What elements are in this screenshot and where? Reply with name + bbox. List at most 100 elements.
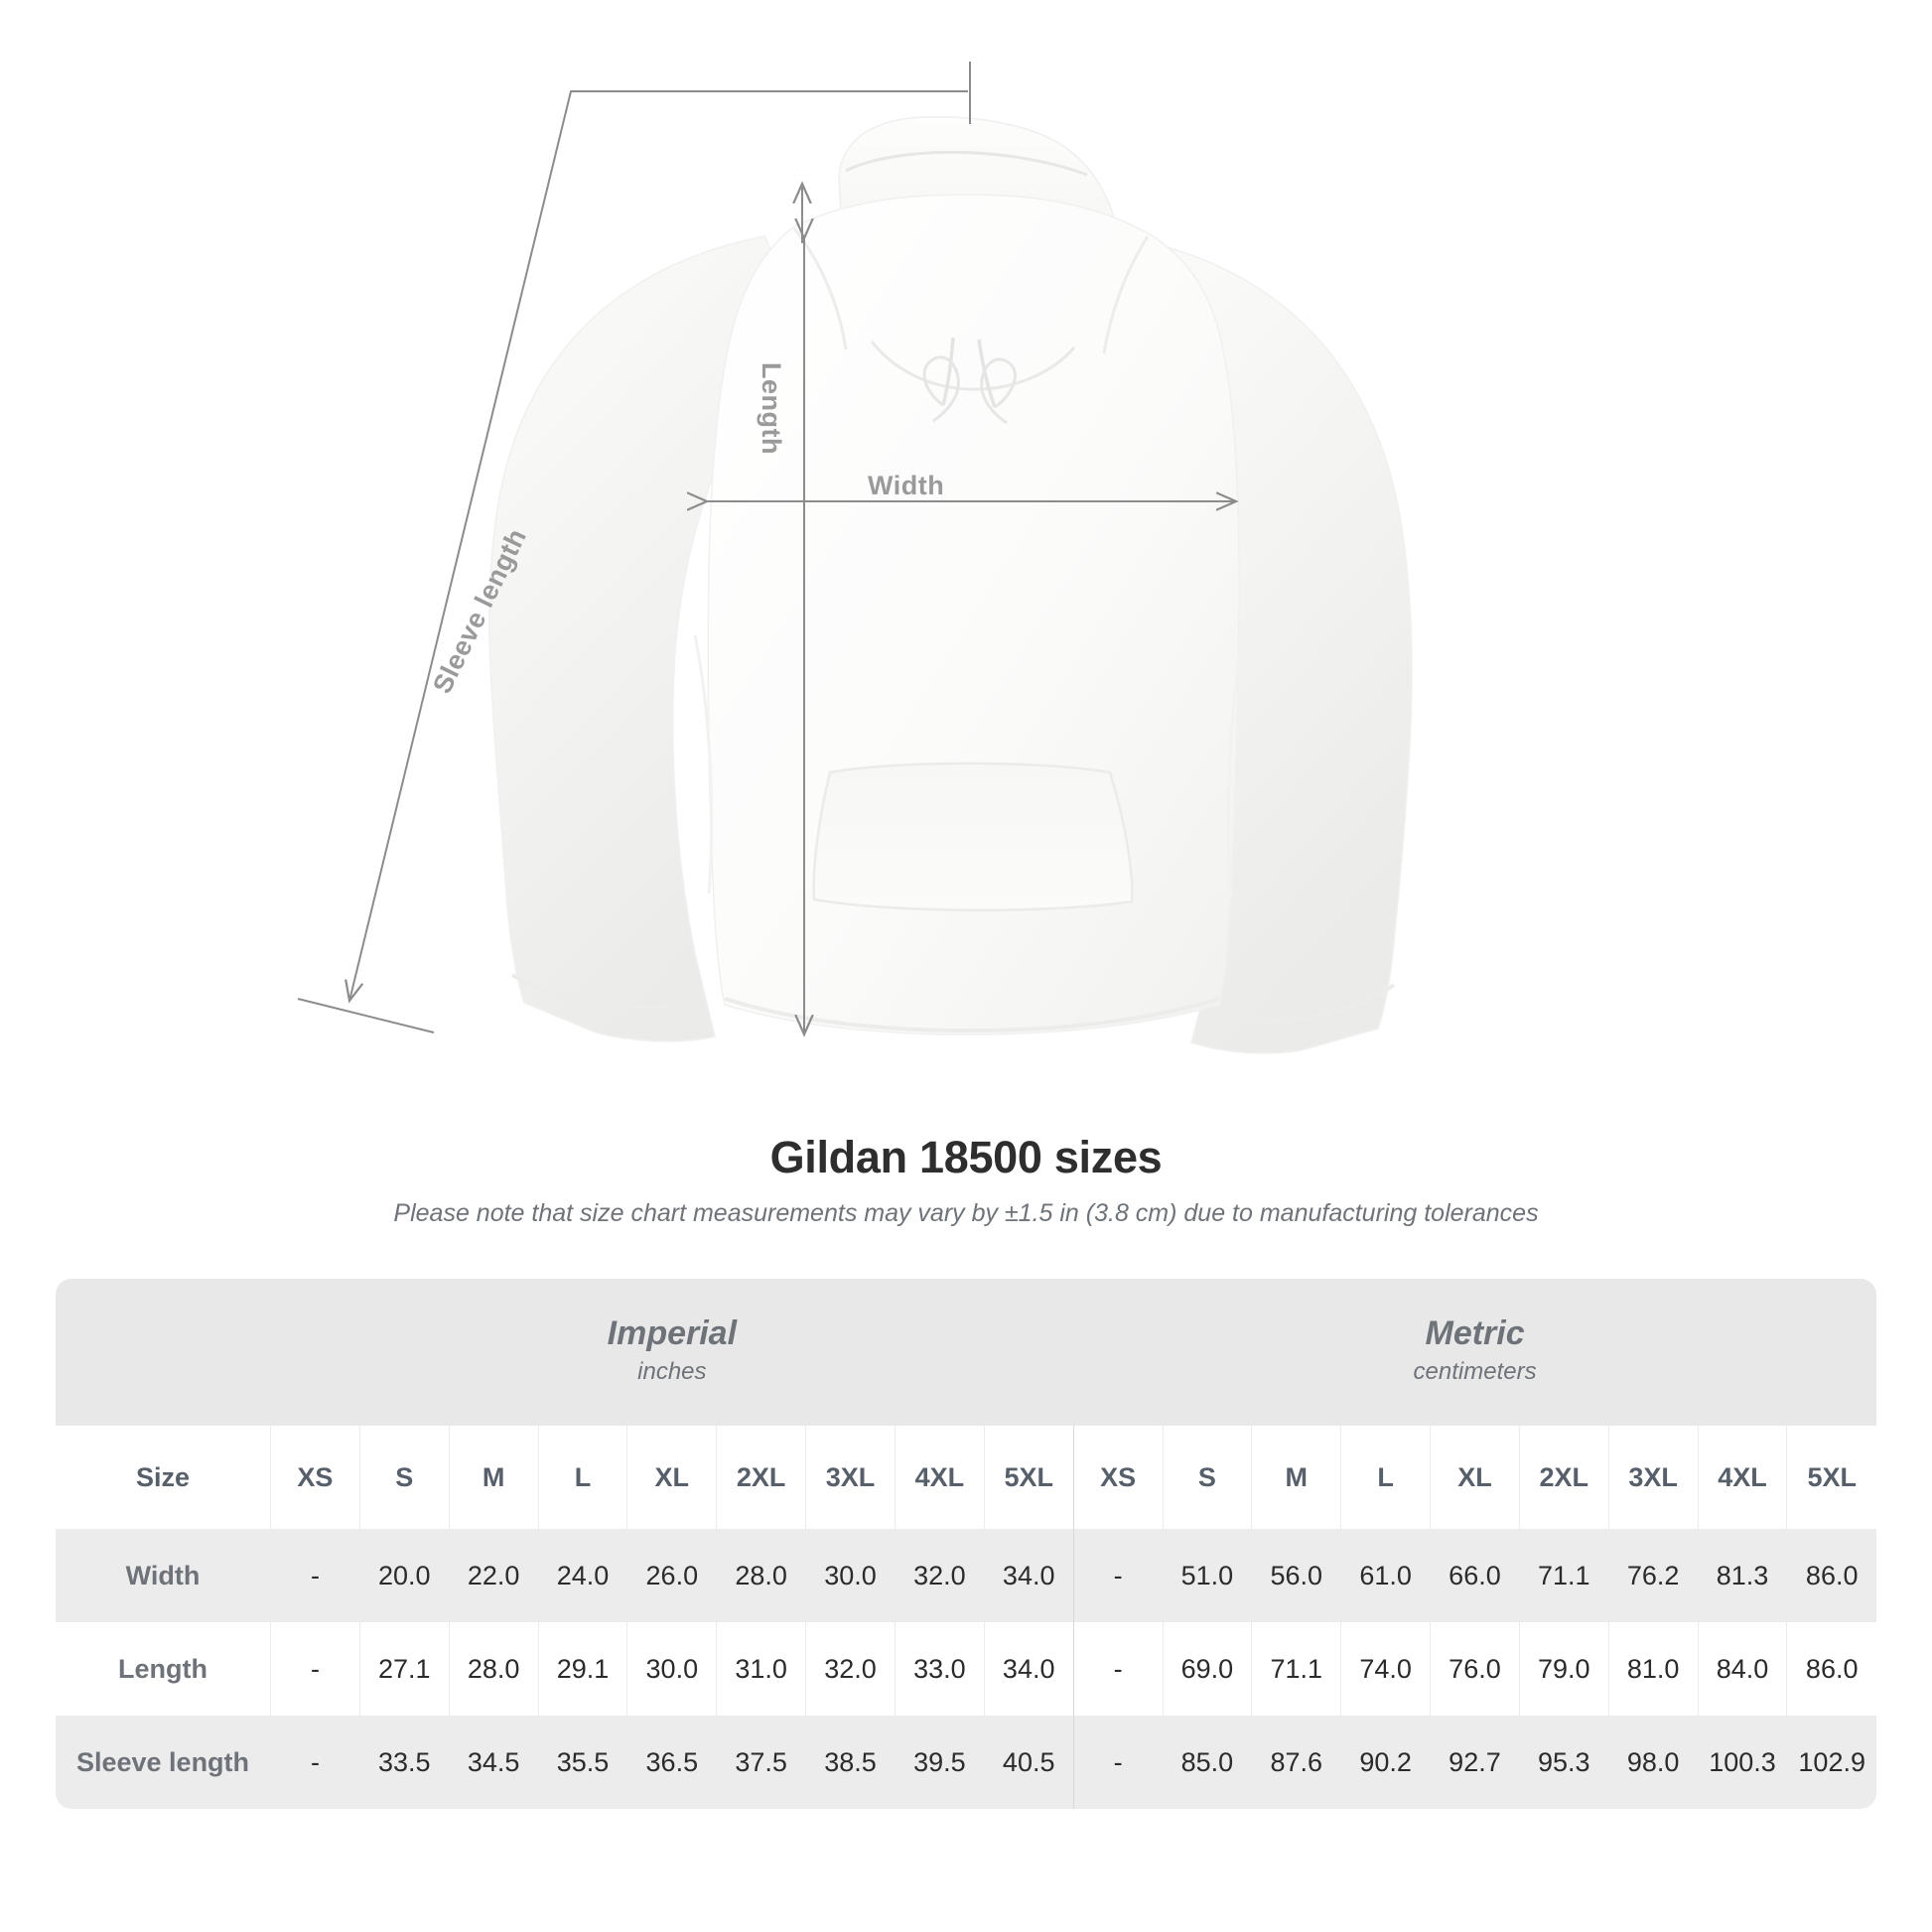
hoodie-garment — [488, 116, 1413, 1054]
width-label: Width — [868, 471, 945, 500]
size-col-4xl-metric: 4XL — [1697, 1426, 1787, 1529]
cell-sleeve-imperial-m: 34.5 — [448, 1716, 539, 1809]
table-row: Length - 27.1 28.0 29.1 30.0 31.0 32.0 3… — [56, 1622, 1876, 1716]
size-col-xs-imperial: XS — [270, 1426, 360, 1529]
cell-length-imperial-5xl: 34.0 — [983, 1622, 1074, 1716]
garment-diagram: Length Width Sleeve length — [297, 62, 1413, 1054]
cell-length-imperial-2xl: 31.0 — [716, 1622, 806, 1716]
cell-width-imperial-3xl: 30.0 — [805, 1529, 896, 1622]
size-col-3xl-metric: 3XL — [1607, 1426, 1699, 1529]
cell-width-metric-4xl: 81.3 — [1697, 1529, 1787, 1622]
cell-sleeve-metric-4xl: 100.3 — [1697, 1716, 1787, 1809]
cell-width-metric-xs: - — [1072, 1529, 1163, 1622]
size-col-5xl-metric: 5XL — [1786, 1426, 1876, 1529]
cell-sleeve-metric-5xl: 102.9 — [1786, 1716, 1876, 1809]
cell-width-metric-2xl: 71.1 — [1518, 1529, 1609, 1622]
table-row: Sleeve length - 33.5 34.5 35.5 36.5 37.5… — [56, 1716, 1876, 1809]
size-col-m-metric: M — [1251, 1426, 1341, 1529]
cell-length-metric-s: 69.0 — [1162, 1622, 1252, 1716]
cell-sleeve-metric-l: 90.2 — [1340, 1716, 1431, 1809]
cell-sleeve-imperial-xs: - — [270, 1716, 360, 1809]
size-col-s-imperial: S — [358, 1426, 450, 1529]
table-row: Width - 20.0 22.0 24.0 26.0 28.0 30.0 32… — [56, 1529, 1876, 1622]
cell-width-metric-5xl: 86.0 — [1786, 1529, 1876, 1622]
cell-sleeve-imperial-l: 35.5 — [537, 1716, 627, 1809]
cell-length-metric-xl: 76.0 — [1430, 1622, 1520, 1716]
unit-header-metric: Metric centimeters — [1073, 1279, 1876, 1426]
cell-width-imperial-xl: 26.0 — [626, 1529, 717, 1622]
cell-width-imperial-m: 22.0 — [448, 1529, 539, 1622]
cell-sleeve-imperial-3xl: 38.5 — [805, 1716, 896, 1809]
size-col-2xl-imperial: 2XL — [716, 1426, 806, 1529]
cell-width-imperial-s: 20.0 — [358, 1529, 450, 1622]
cell-width-metric-3xl: 76.2 — [1607, 1529, 1699, 1622]
size-col-m-imperial: M — [448, 1426, 539, 1529]
size-col-l-metric: L — [1340, 1426, 1431, 1529]
cell-sleeve-metric-xs: - — [1072, 1716, 1163, 1809]
unit-header-spacer — [56, 1279, 271, 1426]
cell-width-imperial-xs: - — [270, 1529, 360, 1622]
dimension-lines — [297, 62, 1236, 1035]
cell-sleeve-imperial-2xl: 37.5 — [716, 1716, 806, 1809]
size-col-l-imperial: L — [537, 1426, 627, 1529]
cell-width-imperial-4xl: 32.0 — [894, 1529, 985, 1622]
size-header-row: Size XS S M L XL 2XL 3XL 4XL 5XL XS S M … — [56, 1426, 1876, 1529]
cell-width-metric-l: 61.0 — [1340, 1529, 1431, 1622]
size-col-3xl-imperial: 3XL — [805, 1426, 896, 1529]
size-col-4xl-imperial: 4XL — [894, 1426, 985, 1529]
page-title: Gildan 18500 sizes — [769, 1132, 1163, 1182]
cell-width-metric-m: 56.0 — [1251, 1529, 1341, 1622]
size-col-xl-imperial: XL — [626, 1426, 717, 1529]
cell-length-imperial-xs: - — [270, 1622, 360, 1716]
cell-length-imperial-3xl: 32.0 — [805, 1622, 896, 1716]
cell-width-imperial-l: 24.0 — [537, 1529, 627, 1622]
cell-length-metric-2xl: 79.0 — [1518, 1622, 1609, 1716]
unit-header-imperial: Imperial inches — [270, 1279, 1074, 1426]
cell-width-imperial-2xl: 28.0 — [716, 1529, 806, 1622]
sleeve-length-dimension-arrow — [349, 90, 968, 1001]
size-col-xs-metric: XS — [1072, 1426, 1163, 1529]
cell-sleeve-metric-m: 87.6 — [1251, 1716, 1341, 1809]
hoodie-illustration — [297, 62, 1413, 1054]
size-table-wrapper: Imperial inches Metric centimeters Size … — [56, 1279, 1876, 1809]
size-col-5xl-imperial: 5XL — [983, 1426, 1074, 1529]
cell-length-imperial-4xl: 33.0 — [894, 1622, 985, 1716]
metric-subtitle: centimeters — [1413, 1357, 1537, 1385]
cell-length-imperial-l: 29.1 — [537, 1622, 627, 1716]
cell-sleeve-imperial-xl: 36.5 — [626, 1716, 717, 1809]
size-col-s-metric: S — [1162, 1426, 1252, 1529]
length-label: Length — [757, 362, 786, 455]
cell-length-metric-4xl: 84.0 — [1697, 1622, 1787, 1716]
cell-width-metric-xl: 66.0 — [1430, 1529, 1520, 1622]
cell-length-metric-m: 71.1 — [1251, 1622, 1341, 1716]
imperial-subtitle: inches — [637, 1357, 707, 1385]
tolerance-note: Please note that size chart measurements… — [393, 1199, 1539, 1227]
metric-title: Metric — [1425, 1314, 1525, 1353]
size-header-label: Size — [56, 1426, 271, 1529]
row-label-width: Width — [56, 1529, 271, 1622]
cell-sleeve-metric-s: 85.0 — [1162, 1716, 1252, 1809]
cell-length-metric-xs: - — [1072, 1622, 1163, 1716]
unit-header-row: Imperial inches Metric centimeters — [56, 1279, 1876, 1426]
cell-length-metric-l: 74.0 — [1340, 1622, 1431, 1716]
cell-sleeve-metric-2xl: 95.3 — [1518, 1716, 1609, 1809]
cell-sleeve-metric-3xl: 98.0 — [1607, 1716, 1699, 1809]
cell-sleeve-imperial-5xl: 40.5 — [983, 1716, 1074, 1809]
cell-length-metric-5xl: 86.0 — [1786, 1622, 1876, 1716]
cell-length-metric-3xl: 81.0 — [1607, 1622, 1699, 1716]
size-col-2xl-metric: 2XL — [1518, 1426, 1609, 1529]
size-chart-table: Imperial inches Metric centimeters Size … — [56, 1279, 1876, 1809]
cell-sleeve-metric-xl: 92.7 — [1430, 1716, 1520, 1809]
row-label-length: Length — [56, 1622, 271, 1716]
cell-length-imperial-m: 28.0 — [448, 1622, 539, 1716]
cell-length-imperial-s: 27.1 — [358, 1622, 450, 1716]
cell-sleeve-imperial-4xl: 39.5 — [894, 1716, 985, 1809]
imperial-title: Imperial — [607, 1314, 738, 1353]
cell-width-metric-s: 51.0 — [1162, 1529, 1252, 1622]
row-label-sleeve-length: Sleeve length — [56, 1716, 271, 1809]
cell-length-imperial-xl: 30.0 — [626, 1622, 717, 1716]
cell-sleeve-imperial-s: 33.5 — [358, 1716, 450, 1809]
sleeve-bottom-tick — [297, 998, 435, 1034]
cell-width-imperial-5xl: 34.0 — [983, 1529, 1074, 1622]
